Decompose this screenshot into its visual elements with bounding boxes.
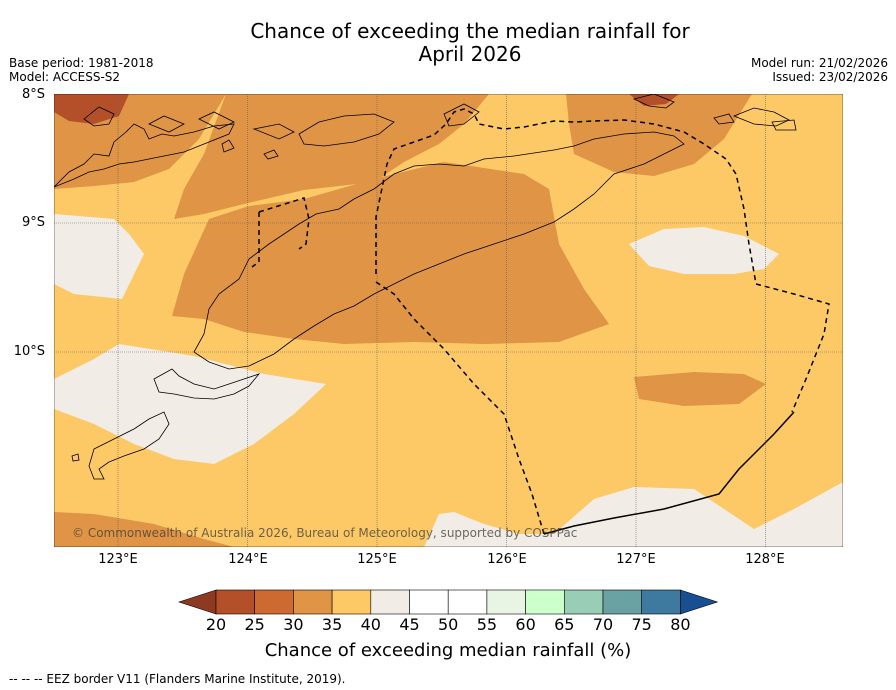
- coastline-island-a: [83, 106, 115, 127]
- eez-border-dashed: [251, 108, 830, 413]
- meta-right: Model run: 21/02/2026 Issued: 23/02/2026: [751, 56, 888, 84]
- coastline-island-d: [252, 123, 295, 140]
- coastline-ne-small-2: [771, 119, 797, 131]
- coastline-island-f: [443, 103, 480, 127]
- region-30-35-top-center: [174, 94, 489, 219]
- colorbar-tick-label: 25: [244, 615, 265, 634]
- colorbar-segment: [370, 589, 410, 615]
- copyright-notice: © Commonwealth of Australia 2026, Bureau…: [72, 526, 578, 540]
- map-title: Chance of exceeding the median rainfall …: [0, 20, 896, 66]
- colorbar-arrow-low: [178, 589, 217, 615]
- gridlines: [54, 94, 843, 547]
- coastline-sumba: [153, 368, 261, 400]
- region-30-35-sw: [54, 512, 234, 547]
- region-30-35-east-patch: [634, 372, 766, 406]
- coastline-sumba-south: [88, 411, 170, 480]
- colorbar-tick-label: 75: [631, 615, 652, 634]
- coastline-island-c: [198, 111, 235, 130]
- coastline-island-b: [148, 115, 185, 133]
- coastline-island-e: [298, 113, 395, 147]
- coastlines: [54, 94, 797, 480]
- colorbar-segment: [331, 589, 372, 615]
- title-line-1: Chance of exceeding the median rainfall …: [250, 19, 690, 43]
- base-period: Base period: 1981-2018: [9, 56, 154, 70]
- region-30-35-center: [172, 162, 609, 344]
- colorbar-segment: [602, 589, 643, 615]
- colorbar-tick-label: 35: [321, 615, 343, 634]
- coastline-flores: [54, 123, 235, 188]
- model-name: Model: ACCESS-S2: [9, 70, 121, 84]
- colorbar-tick-label: 60: [515, 615, 536, 634]
- lon-label-125e: 125°E: [357, 552, 397, 567]
- colorbar-segment: [641, 589, 681, 615]
- colorbar-tick-label: 50: [438, 615, 459, 634]
- colorbar-segments: [178, 589, 719, 615]
- lon-label-123e: 123°E: [98, 552, 138, 567]
- eez-borders: [251, 108, 830, 535]
- lat-label-8s: 8°S: [21, 87, 45, 102]
- rainfall-map: [54, 94, 843, 547]
- colorbar-label: Chance of exceeding median rainfall (%): [264, 640, 632, 661]
- lon-label-127e: 127°E: [616, 552, 656, 567]
- coastline-ne-small: [713, 113, 735, 125]
- colorbar-segment: [215, 589, 256, 615]
- eez-border-dashed-south: [375, 281, 545, 535]
- model-run: Model run: 21/02/2026: [750, 56, 888, 70]
- coastline-timor: [193, 131, 685, 370]
- colorbar-segment: [525, 589, 565, 615]
- meta-left: Base period: 1981-2018 Model: ACCESS-S2: [9, 56, 154, 84]
- colorbar-tick-label: 45: [399, 615, 420, 634]
- region-40-45-west: [54, 214, 144, 299]
- colorbar-segment: [486, 589, 526, 615]
- lon-label-124e: 124°E: [228, 552, 268, 567]
- colorbar-segment: [254, 589, 294, 615]
- region-40-45-south-small: [509, 541, 554, 547]
- colorbar: [178, 589, 719, 615]
- colorbar-tick-label: 40: [360, 615, 381, 634]
- lon-label-126e: 126°E: [487, 552, 527, 567]
- colorbar-segment: [293, 589, 333, 615]
- colorbar-tick-label: 30: [283, 615, 304, 634]
- title-line-2: April 2026: [418, 42, 522, 66]
- coastline-wetar: [632, 94, 675, 109]
- coastline-island-h: [263, 149, 279, 160]
- colorbar-tick-label: 80: [670, 615, 691, 634]
- colorbar-tick-label: 55: [476, 615, 498, 634]
- issued-date: Issued: 23/02/2026: [772, 70, 888, 84]
- colorbar-segment: [563, 589, 604, 615]
- lat-label-10s: 10°S: [13, 344, 45, 359]
- eez-border-solid: [543, 411, 795, 535]
- lon-label-128e: 128°E: [745, 552, 785, 567]
- region-40-45-east: [629, 227, 779, 274]
- colorbar-tick-label: 65: [554, 615, 575, 634]
- coastline-ne-islands: [732, 107, 790, 127]
- region-20-25-nw: [54, 94, 129, 124]
- region-30-35-top-right: [566, 94, 752, 176]
- coastline-island-g: [221, 139, 235, 153]
- colorbar-arrow-high: [680, 589, 719, 615]
- colorbar-tick-label: 70: [592, 615, 614, 634]
- colorbar-segment: [409, 589, 449, 615]
- eez-legend: -- -- -- EEZ border V11 (Flanders Marine…: [9, 672, 346, 686]
- colorbar-tick-label: 20: [205, 615, 227, 634]
- lat-label-9s: 9°S: [21, 215, 45, 230]
- colorbar-segment: [447, 589, 488, 615]
- coastline-sw-dots: [71, 453, 80, 462]
